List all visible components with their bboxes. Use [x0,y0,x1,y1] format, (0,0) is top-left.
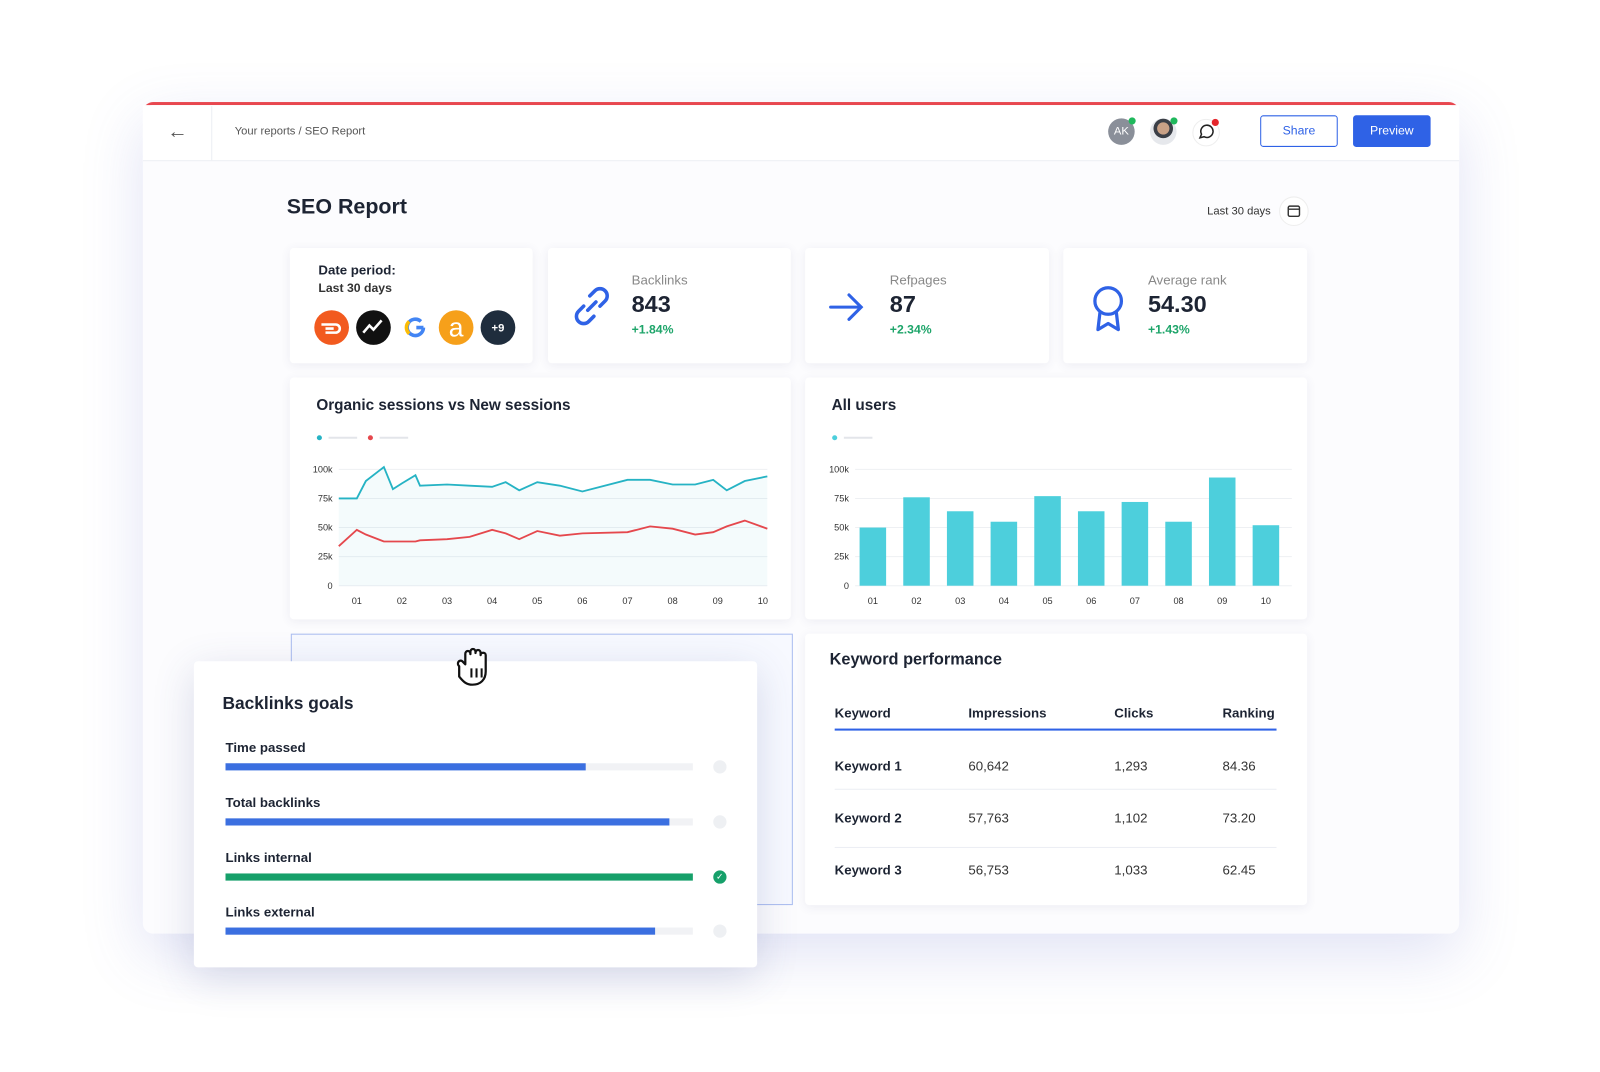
kpi-value: 843 [631,290,671,318]
keyword-card [805,633,1308,906]
source-logos: a +9 [314,310,516,345]
preview-button[interactable]: Preview [1353,115,1431,147]
table-title: Keyword performance [829,651,1002,669]
calendar-icon [1287,205,1301,218]
calendar-bg [1279,196,1309,227]
backlinks-goals-card[interactable] [193,661,758,968]
trend-logo [356,310,391,345]
row-rule [834,788,1277,790]
ahrefs-mark: a [449,313,464,343]
notification-dot [1211,118,1219,127]
kpi-card [1063,247,1308,364]
kpi-change: +2.34% [889,322,932,337]
line-chart-card [289,377,791,620]
column-header: Keyword [834,705,891,721]
breadcrumb[interactable]: Your reports / SEO Report [234,125,366,138]
kpi-label: Refpages [889,272,947,288]
kpi-card [805,247,1049,364]
goal-status [713,815,727,829]
goal-bar [225,927,656,935]
goal-label: Links internal [225,849,312,866]
row-rule [834,846,1277,848]
kpi-label: Average rank [1147,272,1227,288]
table-cell: 73.20 [1222,810,1256,826]
table-cell: 1,102 [1114,810,1148,826]
column-header: Ranking [1222,705,1275,721]
back-arrow[interactable]: ← [167,120,188,143]
goal-bar [225,873,693,881]
grab-cursor [456,647,487,686]
kpi-change: +1.43% [1147,322,1190,337]
goal-bar [225,763,586,771]
chat-bg [1192,118,1220,147]
goal-label: Total backlinks [225,794,321,811]
goal-status [713,760,727,774]
goal-bar [225,818,670,826]
bar-chart-card [805,377,1308,620]
goal-label: Links external [225,904,315,920]
column-header: Clicks [1114,705,1154,721]
date-range[interactable]: Last 30 days [1207,205,1271,218]
header-rule [834,728,1277,731]
goal-label: Time passed [225,739,306,756]
table-cell: 60,642 [968,758,1009,774]
report-title: SEO Report [286,194,407,219]
kpi-card [547,247,791,364]
table-cell: 1,033 [1114,862,1148,878]
calendar-button[interactable] [1279,196,1310,227]
table-cell: 57,763 [968,810,1009,826]
table-cell: Keyword 3 [834,862,902,878]
trend-mark [362,319,383,334]
kpi-value: 87 [889,290,916,318]
table-cell: Keyword 1 [834,758,902,774]
kpi-change: +1.84% [631,322,674,337]
column-header: Impressions [968,705,1047,721]
divider [211,106,213,161]
table-cell: 1,293 [1114,758,1148,774]
table-cell: 84.36 [1222,758,1256,774]
link-icon [574,286,609,326]
google-logo [397,310,433,345]
chat-icon[interactable] [1192,118,1221,147]
table-cell: 62.45 [1222,862,1256,878]
date-value: Last 30 days [318,280,392,295]
goal-status: ✓ [713,870,727,884]
arrow-icon [829,293,864,321]
table-cell: 56,753 [968,862,1009,878]
goals-title: Backlinks goals [222,693,354,714]
semrush-mark [321,323,342,334]
goal-status [713,924,727,938]
online-dot [1170,117,1178,125]
kpi-value: 54.30 [1147,290,1207,318]
table-cell: Keyword 2 [834,810,902,826]
kpi-label: Backlinks [631,272,688,288]
google-mark-yellow [404,320,411,336]
share-button[interactable]: Share [1260,115,1338,147]
top-bar [142,105,1460,162]
more-sources: +9 [492,323,505,335]
chat-bubble [1198,124,1214,139]
more-sources-bg [480,310,516,345]
ahrefs-logo [438,310,474,345]
date-label: Date period: [318,262,396,278]
online-dot [1128,117,1136,125]
ribbon-icon [1093,286,1124,332]
